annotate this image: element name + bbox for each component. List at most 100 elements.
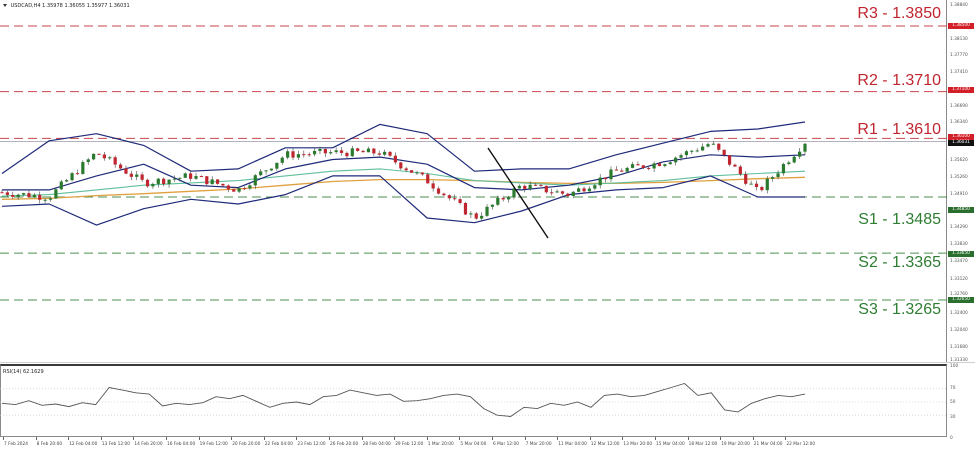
price-tag-s1: 1.34850 [948,207,974,213]
time-axis-tick [557,437,559,440]
candle-body [118,164,123,169]
bollinger-upper-band [1,121,806,174]
time-axis-label: 15 Mar 04:00 [656,442,685,447]
level-label-s3: S3 - 1.3265 [858,301,941,318]
candle-body [323,148,327,154]
candle-body [27,193,31,198]
pane-separator[interactable] [0,362,975,363]
time-axis-label: 11 Mar 04:00 [558,442,587,447]
candle-body [81,162,85,174]
candle-body [447,195,451,199]
candle-body [566,193,570,197]
candle-body [102,154,106,159]
candle-body [54,189,58,199]
candle-body [749,183,753,185]
time-axis-label: 8 Feb 20:00 [36,442,63,447]
candle-body [151,183,155,187]
candle-body [356,148,360,151]
candle-body [205,176,209,185]
candle-body [140,174,144,180]
candle-body [312,150,317,155]
candle-body [517,185,521,189]
rsi-pane[interactable] [0,364,947,436]
candle-body [803,143,807,152]
candle-body [75,173,80,175]
candle-body [393,155,398,163]
price-axis-label: 1.35620 [950,158,968,163]
candle-body [65,180,69,182]
candle-body [674,157,678,163]
dropdown-triangle-icon[interactable] [3,4,7,7]
candle-body [690,150,694,152]
candle-body [582,188,586,192]
candle-body [550,192,554,194]
candle-body [70,173,74,181]
candle-body [11,194,15,197]
time-axis-label: 12 Feb 04:00 [69,442,98,447]
candle-body [334,150,338,153]
candle-body [706,144,710,147]
candle-body [339,150,344,153]
candle-body [232,189,236,192]
bollinger-middle-band [2,154,806,191]
candle-body [345,152,349,157]
candle-body [453,198,457,200]
price-axis-label: 1.32400 [950,311,968,316]
time-axis-label: 13 Feb 12:00 [101,442,130,447]
candle-body [436,188,441,194]
candle-body [555,191,559,193]
candle-body [480,215,484,219]
level-label-r1: R1 - 1.3610 [857,121,941,138]
candle-body [528,184,532,189]
level-label-s1: S1 - 1.3485 [858,211,941,228]
ma-fast-line [1,168,806,197]
candle-body [415,172,419,174]
time-axis-label: 7 Feb 2024 [4,442,29,447]
candle-body [215,179,220,184]
time-axis-tick [492,437,493,440]
price-tag-r3: 1.38500 [948,23,974,29]
candle-body [711,143,715,145]
price-axis-label: 1.33830 [950,242,968,247]
candle-body [798,151,802,157]
candle-body [162,178,166,185]
candle-body [754,183,759,188]
bollinger-lower-band [1,175,805,226]
candle-body [630,164,635,168]
time-axis-tick [720,437,722,440]
candle-body [275,162,279,169]
candle-body [733,164,737,167]
candle-body [156,178,160,184]
candle-body [388,151,392,156]
candle-body [108,157,112,159]
candle-body [426,174,430,184]
price-axis-label: 1.38840 [950,3,968,8]
candle-body [636,164,640,166]
time-axis-label: 22 Mar 12:00 [786,442,816,447]
candle-body [183,173,187,178]
time-axis-label: 6 Mar 12:00 [493,442,519,447]
candle-body [641,165,645,168]
candle-body [463,202,468,215]
time-axis-label: 5 Mar 04:00 [460,442,487,447]
candle-body [280,157,284,163]
price-pane[interactable] [0,0,947,362]
candle-body [458,199,462,203]
candle-body [242,188,247,190]
candle-body [722,149,726,156]
price-tag-s2: 1.33650 [948,251,974,257]
candle-body [113,157,117,165]
rsi-axis-label: 50 [950,400,956,405]
candle-body [781,164,786,174]
candle-body [43,199,47,201]
time-axis-tick [166,437,167,440]
candle-body [172,178,177,180]
price-axis-label: 1.37770 [950,53,968,58]
candle-body [221,183,225,186]
time-axis-tick [687,437,689,440]
time-axis-tick [231,437,233,440]
time-axis-tick [329,437,330,440]
candle-body [97,153,101,155]
candle-body [269,168,274,171]
candle-body [663,164,667,167]
